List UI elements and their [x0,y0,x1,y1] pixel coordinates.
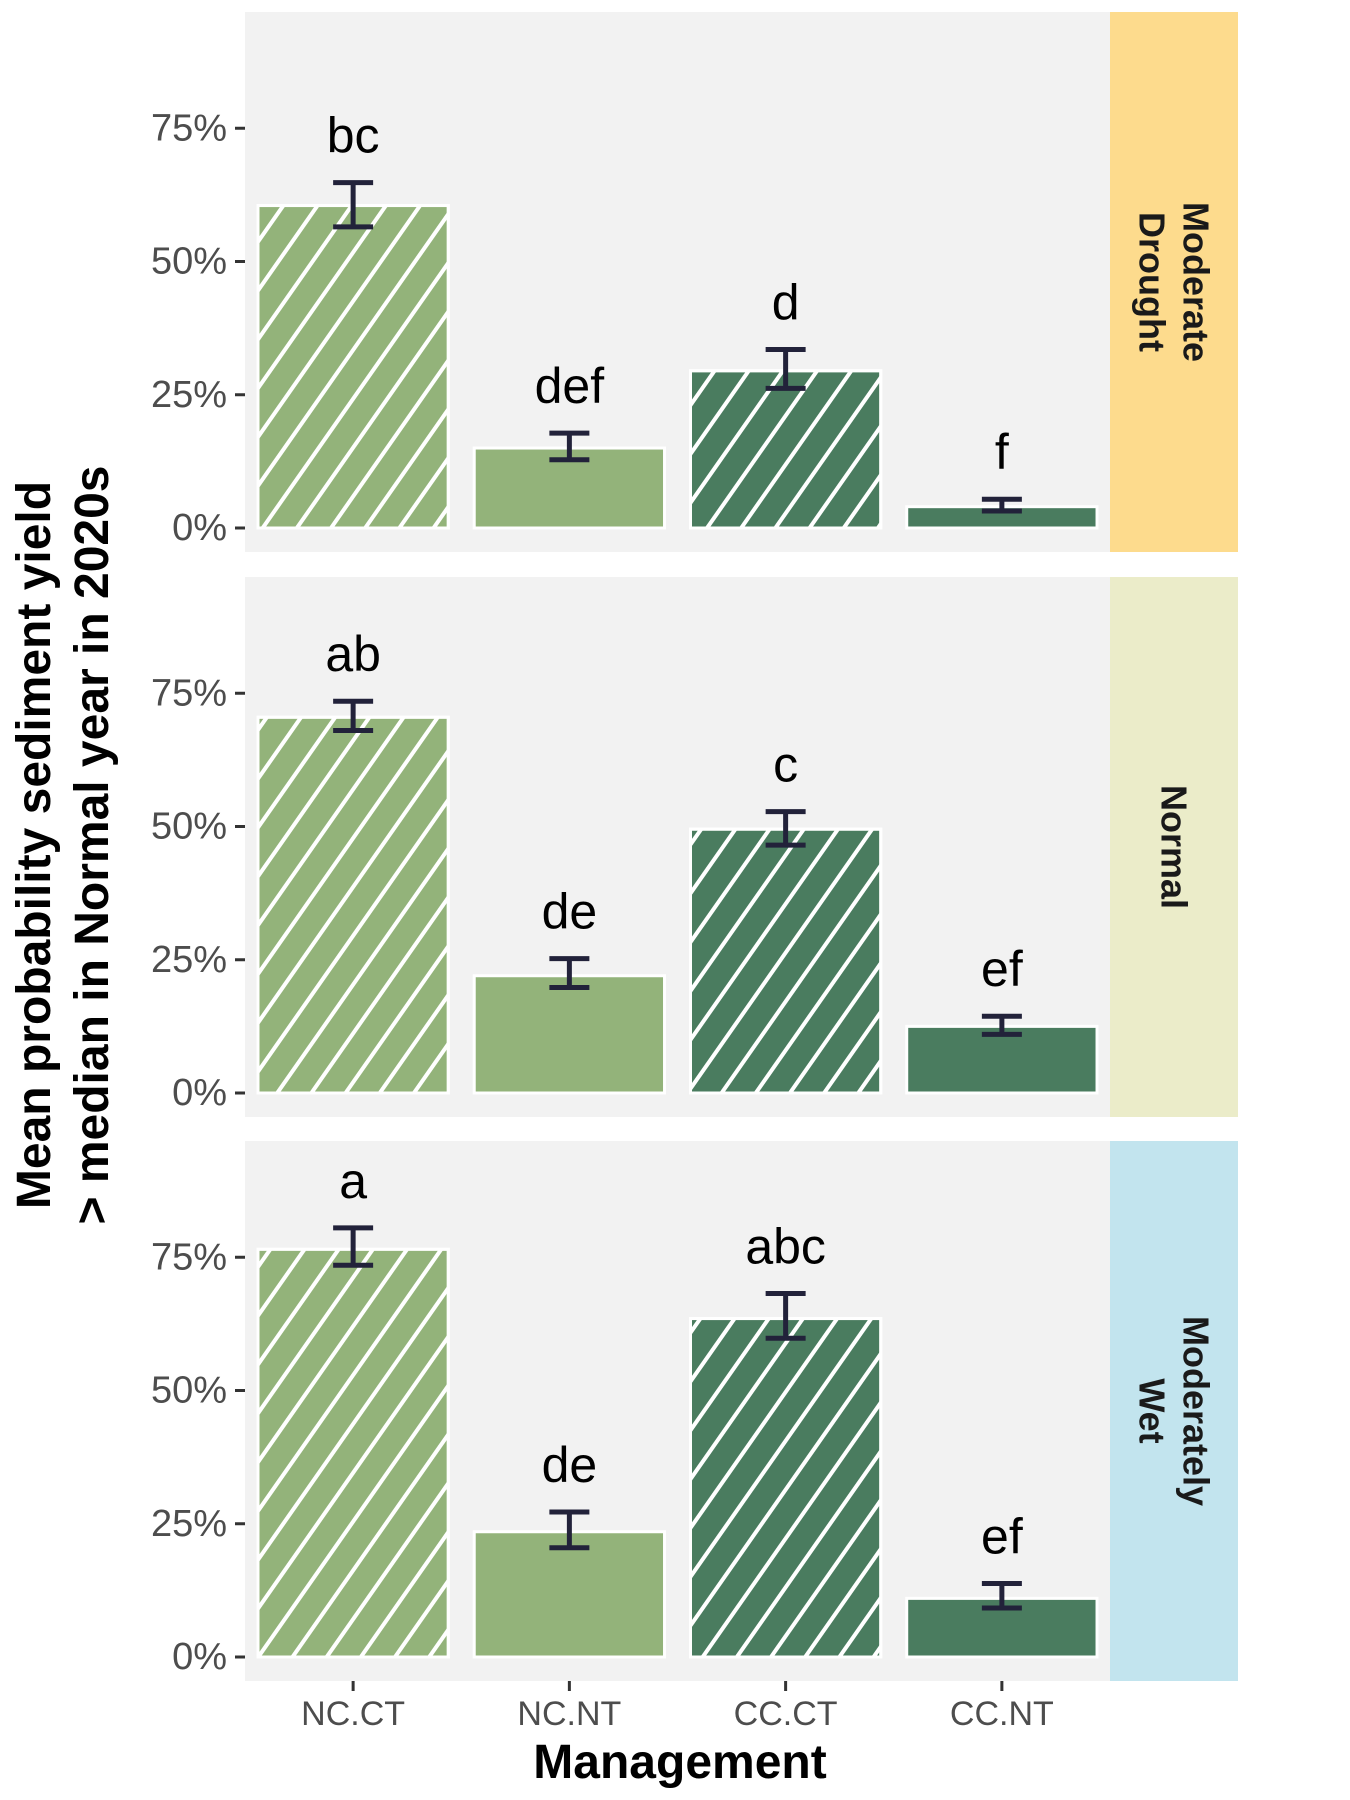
y-tick-label: 75% [151,672,227,714]
bar-hatch [690,370,881,528]
y-tick-label: 0% [172,1636,227,1678]
bar-hatch [257,717,449,1093]
significance-letter: a [339,1153,367,1209]
significance-letter: c [773,737,798,793]
y-tick-label: 75% [151,1236,227,1278]
x-axis: NC.CT NC.NT CC.CT CC.NT [301,1681,1054,1733]
bar-hatch [257,1249,449,1657]
facet-strip-label: Drought [1132,212,1173,352]
y-tick-label: 75% [151,107,227,149]
significance-letter: ef [981,941,1023,997]
error-bar [981,1580,1022,1611]
x-axis-title: Management [533,1736,826,1789]
y-tick-label: 25% [151,1503,227,1545]
facet-strip-label: Moderate [1176,202,1217,362]
error-bar [549,1509,590,1551]
error-bar [333,180,374,230]
x-tick-label: NC.NT [517,1695,621,1733]
facet-strip-label: Moderately [1176,1316,1217,1506]
bar [905,1024,1099,1095]
facet-strip [1110,1141,1238,1681]
significance-letter: ab [325,626,381,682]
significance-letter: de [542,1437,598,1493]
x-tick-label: NC.CT [301,1695,405,1733]
x-tick-label: CC.CT [734,1695,838,1733]
error-bar [765,346,806,391]
y-tick-label: 0% [172,1072,227,1114]
bar [472,1530,667,1659]
y-tick-label: 25% [151,374,227,416]
error-bar [981,1013,1022,1037]
y-tick-label: 50% [151,1370,227,1412]
significance-letter: f [995,424,1009,480]
facet-strip-label: Normal [1154,785,1195,909]
bar-hatch [690,829,881,1093]
significance-letter: abc [745,1218,826,1274]
significance-letter: bc [327,108,380,164]
significance-letter: de [542,884,598,940]
error-bar [981,496,1022,514]
facet-strip [1110,12,1238,552]
significance-letter: d [772,274,800,330]
error-bar [549,430,590,463]
error-bar [549,956,590,990]
panel-2: Normal 0% 25% 50% 75% ab de c ef [151,577,1238,1117]
y-axis-title-line-1: Mean probability sediment yield [8,481,61,1209]
facet-strip [1110,577,1238,1117]
facet-strip-label: Wet [1132,1378,1173,1443]
error-bar [333,1225,374,1268]
error-bar [765,1290,806,1341]
x-tick-label: CC.NT [950,1695,1054,1733]
bar-hatch [257,205,449,528]
bar [472,974,667,1095]
y-tick-label: 50% [151,241,227,283]
error-bar [333,698,374,734]
y-tick-label: 25% [151,939,227,981]
y-tick-label: 50% [151,806,227,848]
error-bar [765,809,806,848]
significance-letter: ef [981,1508,1023,1564]
significance-letter: def [535,358,605,414]
y-axis-title-line-2: > median in Normal year in 2020s [66,465,119,1224]
bar-hatch [690,1318,881,1657]
y-tick-label: 0% [172,507,227,549]
